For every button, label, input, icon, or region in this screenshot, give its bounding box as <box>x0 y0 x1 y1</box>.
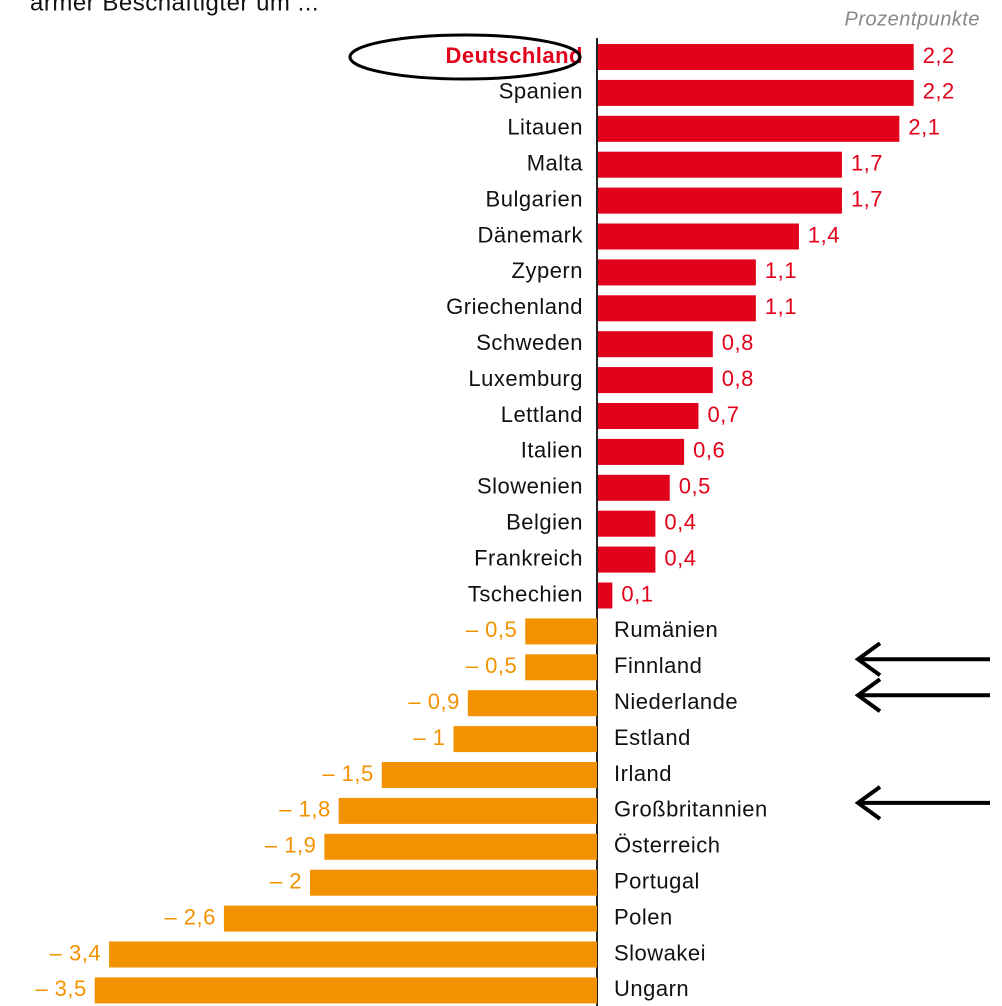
value-label: 0,7 <box>707 402 739 427</box>
value-label: 0,8 <box>722 366 754 391</box>
value-label: – 3,4 <box>50 940 101 965</box>
bar <box>598 151 842 178</box>
category-label: Niederlande <box>614 689 738 714</box>
value-label: 0,5 <box>679 474 711 499</box>
category-label: Belgien <box>506 510 583 535</box>
value-label: – 2 <box>270 869 302 894</box>
bar <box>525 618 597 645</box>
category-label: Großbritannien <box>614 797 768 822</box>
category-label: Irland <box>614 761 672 786</box>
value-label: 0,4 <box>664 545 696 570</box>
category-label: Frankreich <box>474 545 583 570</box>
bar <box>381 762 597 788</box>
arrow-head <box>854 677 882 713</box>
chart-title: armer Beschäftigter um ... <box>30 0 319 16</box>
bar <box>453 726 597 753</box>
value-label: – 1,5 <box>322 761 373 786</box>
value-label: 2,2 <box>923 43 955 68</box>
bar <box>310 869 597 896</box>
category-label: Finnland <box>614 653 702 678</box>
value-label: 2,2 <box>923 79 955 104</box>
bar <box>598 331 713 358</box>
value-label: 0,6 <box>693 438 725 463</box>
unit-label: Prozentpunkte <box>845 8 980 30</box>
bar <box>525 654 597 681</box>
category-label: Deutschland <box>445 43 583 68</box>
category-label: Ungarn <box>614 976 689 1001</box>
value-label: – 1 <box>413 725 445 750</box>
bar <box>598 44 914 70</box>
highlight-ellipse <box>348 33 582 81</box>
category-label: Rumänien <box>614 617 718 642</box>
value-label: – 0,5 <box>466 653 517 678</box>
bar <box>598 546 656 573</box>
bar <box>598 79 914 106</box>
bar <box>598 438 685 465</box>
value-label: 1,1 <box>765 294 797 319</box>
value-label: – 0,9 <box>408 689 459 714</box>
value-label: – 1,8 <box>279 797 330 822</box>
category-label: Zypern <box>512 258 583 283</box>
value-label: 1,7 <box>851 186 883 211</box>
bar <box>598 187 842 214</box>
arrow-head <box>854 641 882 677</box>
bar <box>598 259 756 286</box>
value-label: 1,1 <box>765 258 797 283</box>
category-label: Schweden <box>476 330 583 355</box>
bar <box>467 690 597 717</box>
bar <box>598 510 656 537</box>
value-label: 2,1 <box>908 115 940 140</box>
value-label: – 1,9 <box>265 833 316 858</box>
category-label: Luxemburg <box>468 366 583 391</box>
bar <box>109 941 597 968</box>
category-label: Tschechien <box>468 581 583 606</box>
value-label: 0,8 <box>722 330 754 355</box>
category-label: Bulgarien <box>486 186 583 211</box>
value-label: – 0,5 <box>466 617 517 642</box>
bar <box>598 115 900 142</box>
value-label: 1,4 <box>808 222 840 247</box>
value-label: 0,1 <box>621 581 653 606</box>
value-label: – 2,6 <box>164 904 215 929</box>
bar <box>598 582 613 609</box>
bar <box>598 403 699 429</box>
category-label: Österreich <box>614 833 720 858</box>
category-label: Dänemark <box>478 222 584 247</box>
category-label: Spanien <box>499 79 583 104</box>
category-label: Malta <box>527 151 584 176</box>
category-label: Lettland <box>501 402 583 427</box>
category-label: Slowakei <box>614 940 706 965</box>
bar <box>223 905 597 932</box>
category-label: Italien <box>521 438 583 463</box>
category-label: Litauen <box>507 115 583 140</box>
bar <box>94 977 597 1004</box>
value-label: 1,7 <box>851 151 883 176</box>
category-label: Polen <box>614 904 673 929</box>
bar <box>324 833 597 860</box>
bar <box>598 474 670 501</box>
category-label: Griechenland <box>446 294 583 319</box>
value-label: 0,4 <box>664 510 696 535</box>
category-label: Portugal <box>614 869 700 894</box>
bar <box>598 223 799 250</box>
bar <box>598 367 713 394</box>
category-label: Slowenien <box>477 474 583 499</box>
arrow-head <box>854 785 882 821</box>
value-label: – 3,5 <box>35 976 86 1001</box>
bar <box>598 295 756 322</box>
bar <box>338 797 597 824</box>
category-label: Estland <box>614 725 691 750</box>
